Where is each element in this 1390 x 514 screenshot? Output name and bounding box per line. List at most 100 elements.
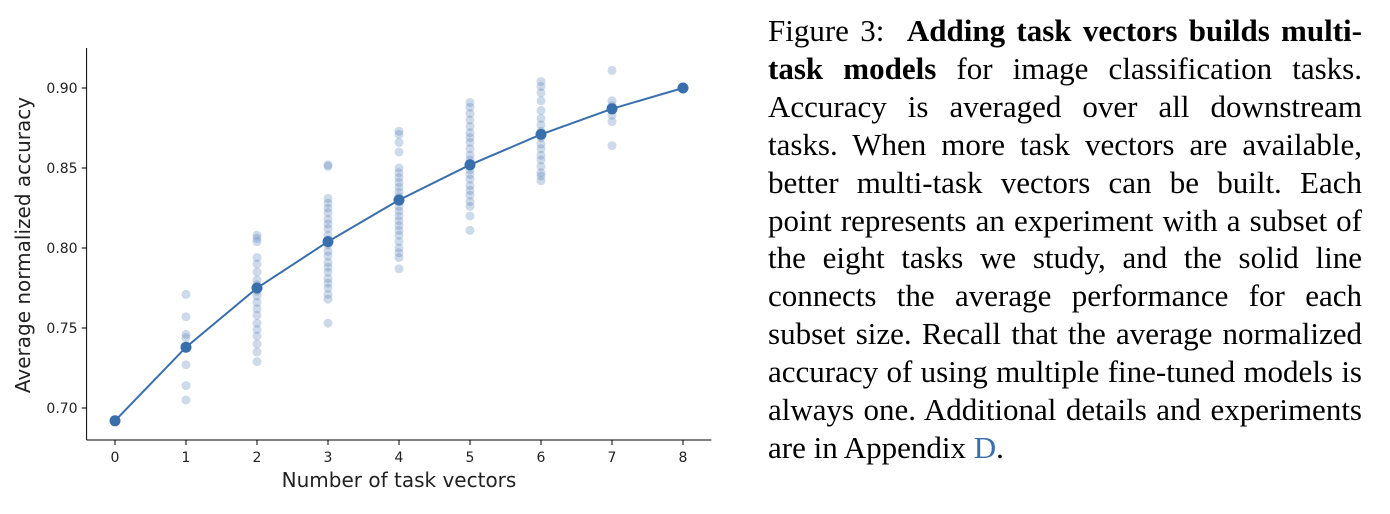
scatter-point [536, 155, 546, 165]
scatter-point [536, 88, 546, 98]
scatter-point [252, 310, 262, 320]
scatter-point [252, 259, 262, 269]
scatter-point [323, 193, 333, 203]
scatter-point [536, 171, 546, 181]
scatter-point [465, 174, 475, 184]
scatter-point [252, 339, 262, 349]
scatter-point [252, 357, 262, 367]
scatter-point [394, 230, 404, 240]
scatter-point [181, 395, 191, 405]
caption: Figure 3: Adding task vectors builds mul… [768, 12, 1362, 467]
scatter-point [465, 211, 475, 221]
mean-point [606, 103, 618, 115]
scatter-point [323, 251, 333, 261]
x-tick-label: 7 [608, 450, 617, 466]
scatter-point [465, 201, 475, 211]
scatter-point [465, 185, 475, 195]
scatter-point [323, 283, 333, 293]
scatter-point [394, 264, 404, 274]
scatter-point [323, 224, 333, 234]
scatter-point [536, 120, 546, 130]
mean-point [464, 159, 476, 171]
x-tick-label: 8 [679, 450, 688, 466]
scatter-point [323, 294, 333, 304]
scatter-point [465, 150, 475, 160]
scatter-point [394, 187, 404, 197]
scatter-point [323, 160, 333, 170]
scatter-point [536, 161, 546, 171]
scatter-point [181, 381, 191, 391]
scatter-point [536, 150, 546, 160]
scatter-point [252, 230, 262, 240]
scatter-point [181, 329, 191, 339]
scatter-point [465, 225, 475, 235]
scatter-point [536, 139, 546, 149]
y-tick-label: 0.80 [46, 241, 77, 257]
scatter-point [181, 333, 191, 343]
scatter-point [252, 233, 262, 243]
scatter-point [323, 203, 333, 213]
scatter-point [536, 105, 546, 115]
scatter-point [394, 147, 404, 157]
scatter-point [252, 318, 262, 328]
scatter-point [323, 208, 333, 218]
scatter-point [252, 347, 262, 357]
scatter-point [394, 173, 404, 183]
scatter-point [252, 291, 262, 301]
scatter-point [536, 144, 546, 154]
scatter-point [323, 262, 333, 272]
mean-point [109, 415, 121, 427]
scatter-point [181, 360, 191, 370]
scatter-point [394, 216, 404, 226]
scatter-point [465, 181, 475, 191]
scatter-point [536, 168, 546, 178]
scatter-point [536, 77, 546, 87]
x-tick-label: 1 [182, 450, 191, 466]
scatter-point [252, 325, 262, 335]
scatter-point [465, 190, 475, 200]
scatter-point [465, 97, 475, 107]
scatter-point [536, 113, 546, 123]
scatter-point [323, 219, 333, 229]
scatter-point [394, 163, 404, 173]
scatter-point [394, 177, 404, 187]
x-tick-label: 0 [111, 450, 120, 466]
scatter-point [394, 137, 404, 147]
scatter-point [465, 102, 475, 112]
mean-point [677, 82, 689, 94]
scatter-point [465, 169, 475, 179]
scatter-point [323, 257, 333, 267]
mean-point [535, 128, 547, 140]
scatter-point [323, 273, 333, 283]
x-axis-label: Number of task vectors [282, 468, 517, 492]
scatter-point [394, 237, 404, 247]
scatter-point [252, 297, 262, 307]
appendix-link[interactable]: D [973, 429, 997, 465]
scatter-point [536, 176, 546, 186]
y-tick-label: 0.90 [46, 81, 77, 97]
y-tick-label: 0.75 [46, 321, 77, 337]
x-tick-label: 2 [253, 450, 262, 466]
scatter-point [323, 289, 333, 299]
scatter-point [252, 253, 262, 263]
mean-point [322, 236, 334, 248]
x-tick-label: 6 [537, 450, 546, 466]
mean-point [180, 341, 192, 353]
scatter-point [323, 161, 333, 171]
y-tick-label: 0.70 [46, 401, 77, 417]
scatter-point [323, 246, 333, 256]
scatter-point [607, 65, 617, 75]
scatter-point [323, 278, 333, 288]
y-axis-label: Average normalized accuracy [11, 97, 35, 393]
scatter-point [465, 115, 475, 125]
scatter-point [394, 126, 404, 136]
scatter-point [607, 96, 617, 106]
scatter-point [252, 304, 262, 314]
scatter-point [465, 197, 475, 207]
y-tick-label: 0.85 [46, 161, 77, 177]
scatter-point [607, 141, 617, 151]
scatter-point [181, 289, 191, 299]
scatter-point [252, 267, 262, 277]
scatter-point [323, 318, 333, 328]
